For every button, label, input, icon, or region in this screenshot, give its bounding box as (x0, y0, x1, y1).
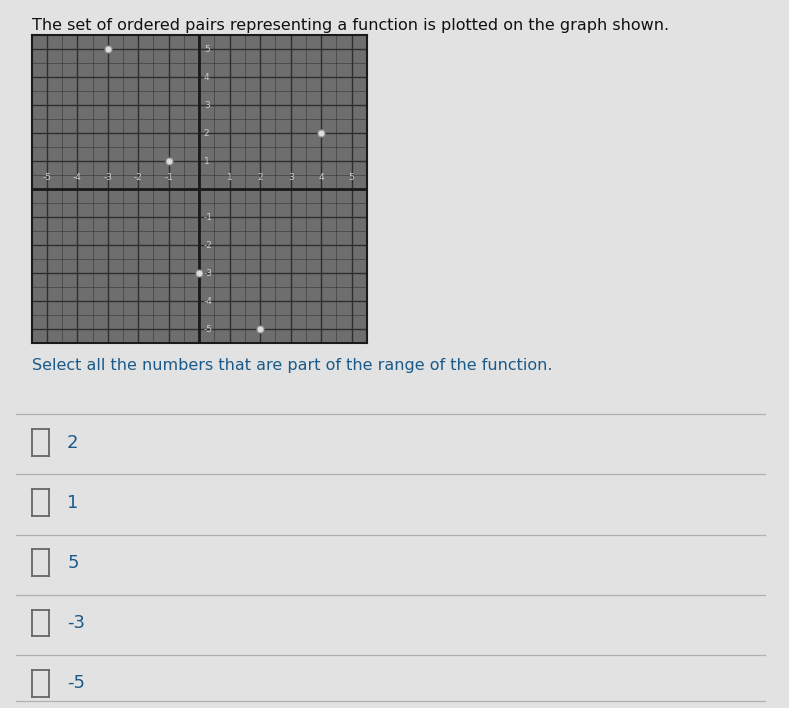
Text: -5: -5 (67, 674, 85, 692)
Text: 3: 3 (288, 173, 294, 183)
Text: -4: -4 (204, 297, 213, 306)
Text: 2: 2 (257, 173, 263, 183)
Text: -2: -2 (134, 173, 143, 183)
Text: 2: 2 (67, 433, 79, 452)
Text: 1: 1 (204, 157, 210, 166)
Text: -5: -5 (204, 325, 213, 334)
Text: The set of ordered pairs representing a function is plotted on the graph shown.: The set of ordered pairs representing a … (32, 18, 669, 33)
Text: -1: -1 (164, 173, 174, 183)
Text: 4: 4 (204, 73, 209, 82)
Text: -4: -4 (73, 173, 82, 183)
Text: 1: 1 (67, 493, 78, 512)
Text: Select all the numbers that are part of the range of the function.: Select all the numbers that are part of … (32, 358, 552, 372)
Text: -3: -3 (103, 173, 112, 183)
Text: 5: 5 (204, 45, 210, 54)
Text: 3: 3 (204, 101, 210, 110)
Text: 5: 5 (67, 554, 79, 572)
Text: -1: -1 (204, 213, 213, 222)
Text: -2: -2 (204, 241, 213, 250)
Text: 1: 1 (226, 173, 233, 183)
Text: -5: -5 (43, 173, 51, 183)
Text: 4: 4 (318, 173, 324, 183)
Text: 5: 5 (349, 173, 354, 183)
Text: -3: -3 (67, 614, 85, 632)
Text: 2: 2 (204, 129, 209, 138)
Text: -3: -3 (204, 269, 213, 278)
